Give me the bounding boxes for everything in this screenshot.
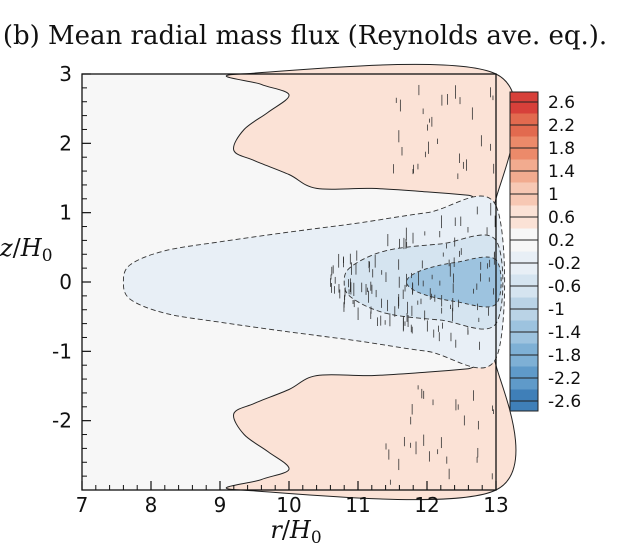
- y-tick-label: 3: [59, 62, 72, 86]
- colorbar-label: 2.2: [548, 116, 575, 136]
- colorbar-label: 2.6: [548, 93, 575, 113]
- colorbar: 2.6 2.2 1.8 1.4 1 0.6 0.2 -0.2 -0.6 -1 -1.4 -1.8 -2.…: [509, 91, 581, 412]
- y-axis: 3 2 1 0 -1 -2: [52, 62, 91, 477]
- x-tick-label: 11: [345, 493, 370, 517]
- colorbar-label: -0.2: [548, 254, 581, 274]
- colorbar-label: 1.8: [548, 139, 575, 159]
- x-tick-label: 10: [276, 493, 301, 517]
- colorbar-label: -1: [548, 300, 565, 320]
- colorbar-label: -0.6: [548, 277, 581, 297]
- colorbar-label: -1.4: [548, 323, 581, 343]
- colorbar-label: -2.2: [548, 369, 581, 389]
- region-lower-positive: [225, 356, 517, 501]
- colorbar-label: 0.6: [548, 208, 575, 228]
- y-tick-label: 1: [59, 201, 72, 225]
- x-tick-label: 8: [145, 493, 158, 517]
- x-tick-label: 13: [483, 493, 508, 517]
- region-central-negative: [122, 195, 506, 369]
- plot-area: [81, 63, 517, 501]
- contour-noise: [330, 84, 496, 485]
- x-axis-label: r/H0: [270, 516, 321, 548]
- colorbar-swatch: [510, 389, 538, 411]
- y-tick-label: 0: [59, 270, 72, 294]
- y-tick-label: -1: [52, 339, 72, 363]
- colorbar-label: -1.8: [548, 346, 581, 366]
- colorbar-label: -2.6: [548, 392, 581, 412]
- x-tick-label: 12: [414, 493, 439, 517]
- x-tick-label: 9: [214, 493, 227, 517]
- x-axis: 7 8 9 10 11 12 13: [76, 481, 509, 517]
- colorbar-swatch: [510, 92, 538, 114]
- y-tick-label: 2: [59, 131, 72, 155]
- colorbar-frame: [509, 91, 539, 412]
- colorbar-label: 0.2: [548, 231, 575, 251]
- chart-title: (b) Mean radial mass flux (Reynolds ave.…: [3, 21, 607, 51]
- y-tick-label: -2: [52, 409, 72, 433]
- colorbar-label: 1: [548, 185, 559, 205]
- colorbar-label: 1.4: [548, 162, 575, 182]
- y-axis-label: z/H0: [0, 234, 53, 266]
- x-tick-label: 7: [76, 493, 89, 517]
